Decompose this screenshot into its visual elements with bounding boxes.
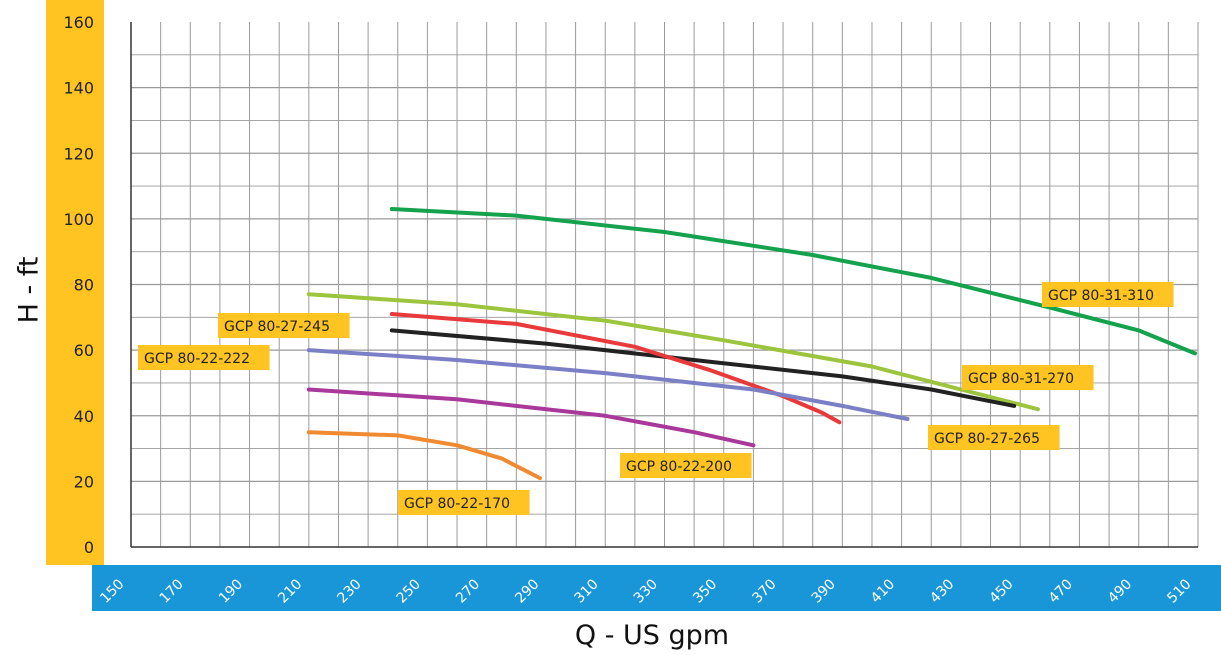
curve-gcp-80-22-200 [306,387,756,448]
curve-gcp-80-27-245 [389,312,842,425]
curve-gcp-80-31-310 [389,207,1197,356]
y-axis-title: H - ft [14,257,45,324]
curve-label: GCP 80-22-200 [620,453,752,478]
curve-gcp-80-27-265 [389,328,1017,408]
curve-label-text: GCP 80-31-270 [968,371,1074,387]
curve-label-box [928,425,1060,450]
curve-label: GCP 80-27-245 [218,313,350,338]
curve-label: GCP 80-27-265 [928,425,1060,450]
pump-curves [306,207,1197,481]
y-tick-label: 140 [63,79,94,98]
curve-label-box [138,345,270,370]
curve-label-text: GCP 80-31-310 [1048,288,1154,304]
curve-label-text: GCP 80-27-265 [934,431,1040,447]
x-axis-band [92,565,1221,611]
y-tick-label: 0 [84,538,94,557]
curve-label-text: GCP 80-22-170 [404,496,510,512]
y-tick-label: 80 [74,276,94,295]
x-axis-title: Q - US gpm [575,620,729,651]
curve-label-box [398,490,530,515]
y-tick-label: 100 [63,210,94,229]
curve-label-box [218,313,350,338]
curve-labels: GCP 80-31-310 GCP 80-31-270 GCP 80-27-265 G… [138,282,1174,515]
y-tick-label: 40 [74,407,94,426]
y-tick-label: 20 [74,472,94,491]
curve-gcp-80-22-222 [306,348,910,421]
curve-label: GCP 80-22-170 [398,490,530,515]
y-axis-band [46,0,104,565]
curve-label-text: GCP 80-22-222 [144,351,250,367]
curve-label: GCP 80-22-222 [138,345,270,370]
curve-label-box [962,365,1094,390]
axes [130,22,1198,548]
curve-label-text: GCP 80-22-200 [626,459,732,475]
grid [130,22,1199,547]
y-tick-labels: 0 20 40 60 80 100 120 140 160 [63,13,94,557]
y-tick-label: 120 [63,144,94,163]
curve-gcp-80-31-270 [306,292,1040,412]
curve-label-text: GCP 80-27-245 [224,319,330,335]
curve-gcp-80-22-170 [306,430,542,481]
curve-label-box [620,453,752,478]
curve-label: GCP 80-31-270 [962,365,1094,390]
curve-label: GCP 80-31-310 [1042,282,1174,307]
y-tick-label: 160 [63,13,94,32]
curve-label-box [1042,282,1174,307]
y-tick-label: 60 [74,341,94,360]
